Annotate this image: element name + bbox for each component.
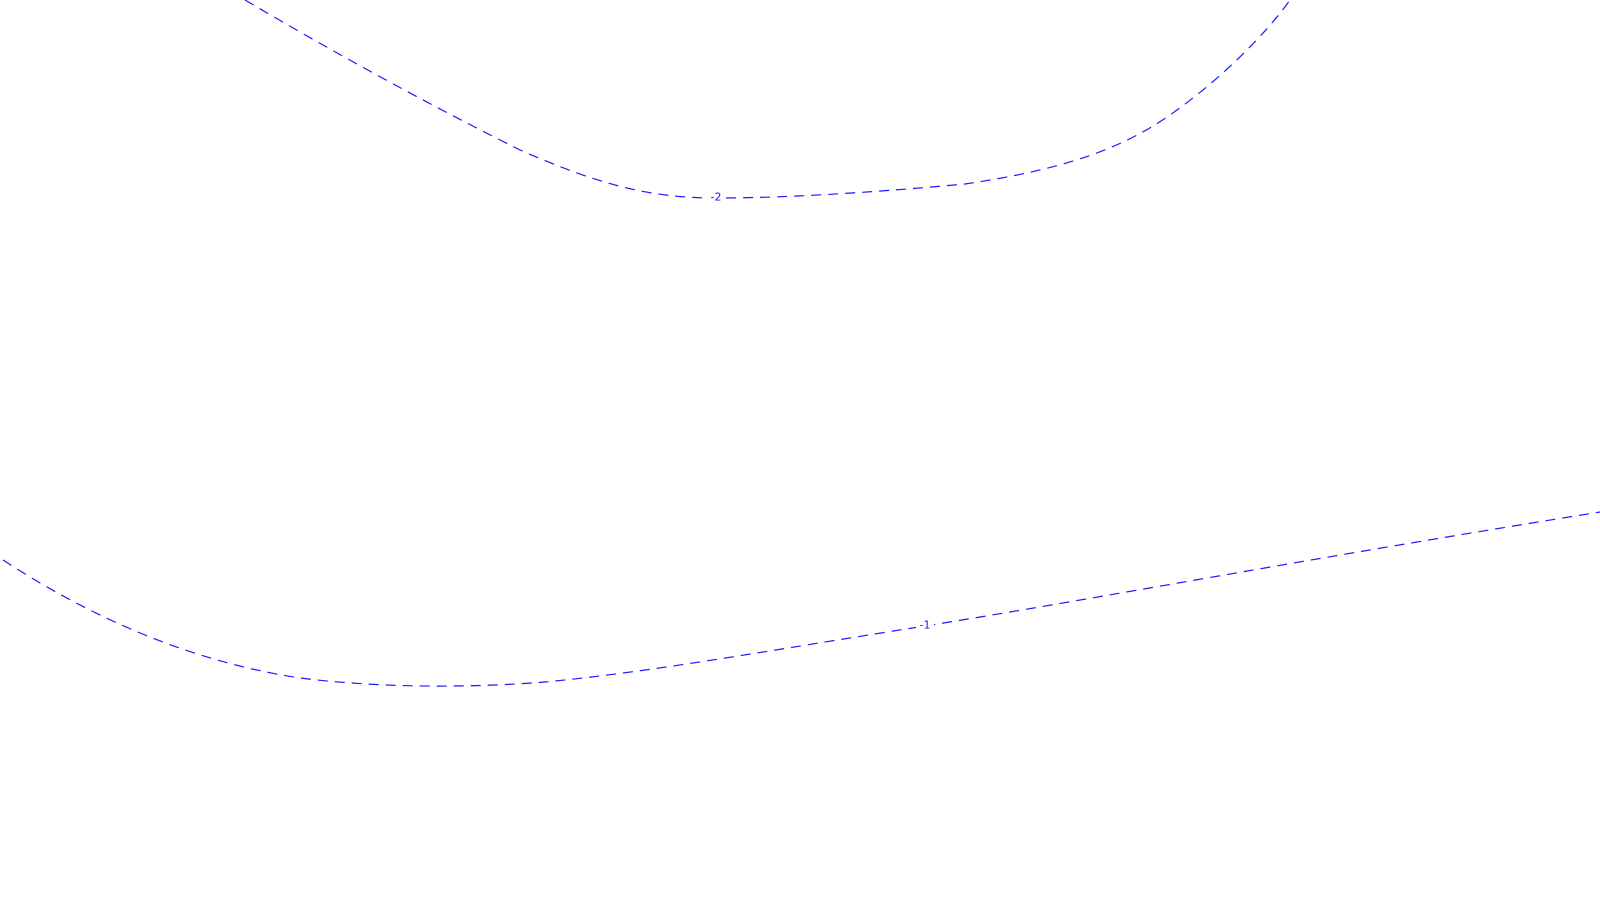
contour-label-minus-2: -2: [711, 191, 722, 204]
contour-line-minus-2: [244, 0, 1291, 199]
contour-label-minus-1: -1: [920, 619, 931, 632]
contour-line-minus-1: [2, 511, 1600, 687]
contour-label-bg-minus-1: [916, 619, 934, 632]
contour-label-bg-minus-2: [707, 191, 725, 204]
